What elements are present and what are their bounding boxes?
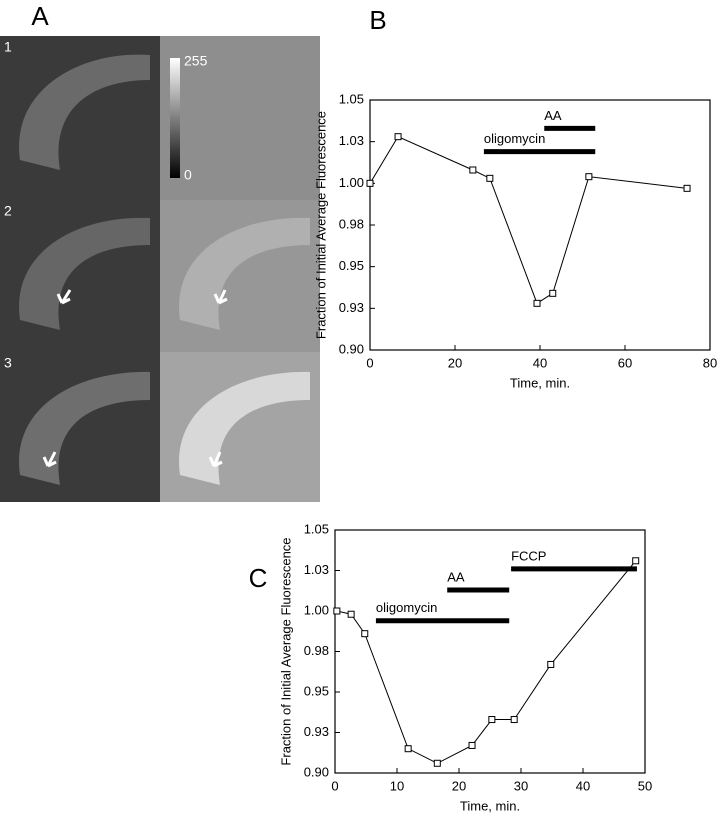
data-line [336, 560, 637, 764]
data-point [404, 745, 412, 753]
row-label: 1 [4, 39, 12, 55]
y-tick-label: 0.90 [339, 341, 364, 356]
x-tick-label: 60 [618, 355, 632, 370]
data-point [510, 716, 518, 724]
treatment-label: AA [544, 108, 562, 123]
x-tick-label: 40 [576, 778, 590, 793]
y-tick-label: 0.95 [339, 258, 364, 273]
y-tick-label: 1.05 [339, 91, 364, 106]
treatment-label: oligomycin [484, 131, 545, 146]
arrow [213, 289, 228, 305]
arrow [208, 451, 223, 468]
x-tick-label: 50 [638, 778, 652, 793]
row-label: 2 [4, 203, 12, 219]
treatment-label: FCCP [511, 548, 546, 563]
arrow [56, 289, 72, 305]
y-tick-label: 1.05 [304, 521, 329, 536]
data-point [469, 166, 477, 174]
data-point [361, 630, 369, 638]
y-tick-label: 0.98 [339, 216, 364, 231]
x-tick-label: 0 [366, 355, 373, 370]
data-point [533, 299, 541, 307]
panel-label: C [249, 563, 268, 593]
x-axis-label: Time, min. [460, 798, 520, 813]
y-tick-label: 0.98 [304, 643, 329, 658]
colorbar [170, 58, 180, 178]
y-tick-label: 0.93 [304, 724, 329, 739]
data-point [488, 716, 496, 724]
x-tick-label: 0 [331, 778, 338, 793]
data-point [333, 607, 341, 615]
y-tick-label: 1.03 [304, 562, 329, 577]
y-tick-label: 1.00 [304, 602, 329, 617]
x-tick-label: 20 [448, 355, 462, 370]
data-point [585, 173, 593, 181]
tissue [179, 371, 310, 485]
y-axis-label: Fraction of Initial Average Fluorescence [278, 537, 293, 765]
colorbar-label: 255 [184, 53, 208, 69]
data-point [433, 759, 441, 767]
x-tick-label: 10 [390, 778, 404, 793]
image [160, 36, 320, 200]
data-point [549, 289, 557, 297]
data-point [632, 557, 640, 565]
x-axis-label: Time, min. [510, 375, 570, 390]
y-tick-label: 1.03 [339, 133, 364, 148]
colorbar-label: 0 [184, 167, 192, 183]
treatment-label: AA [447, 569, 465, 584]
y-tick-label: 0.95 [304, 683, 329, 698]
y-tick-label: 0.90 [304, 764, 329, 779]
data-point [347, 610, 355, 618]
x-tick-label: 40 [533, 355, 547, 370]
data-point [547, 660, 555, 668]
data-point [366, 179, 374, 187]
data-point [683, 184, 691, 192]
data-point [468, 741, 476, 749]
panel-label: B [369, 5, 386, 35]
row-label: 3 [4, 355, 12, 371]
tissue [19, 54, 150, 170]
x-tick-label: 20 [452, 778, 466, 793]
y-tick-label: 1.00 [339, 175, 364, 190]
arrow [42, 451, 57, 468]
image-panel: 1 2 3 255 0 [0, 36, 320, 502]
data-point [486, 174, 494, 182]
data-line [369, 136, 688, 305]
tissue [179, 217, 310, 330]
y-tick-label: 0.93 [339, 300, 364, 315]
treatment-label: oligomycin [376, 600, 437, 615]
tissue [19, 217, 150, 330]
y-axis-label: Fraction of Initial Average Fluorescence [313, 111, 328, 339]
x-tick-label: 80 [703, 355, 717, 370]
x-tick-label: 30 [514, 778, 528, 793]
panel-label: A [31, 1, 49, 31]
data-point [394, 133, 402, 141]
